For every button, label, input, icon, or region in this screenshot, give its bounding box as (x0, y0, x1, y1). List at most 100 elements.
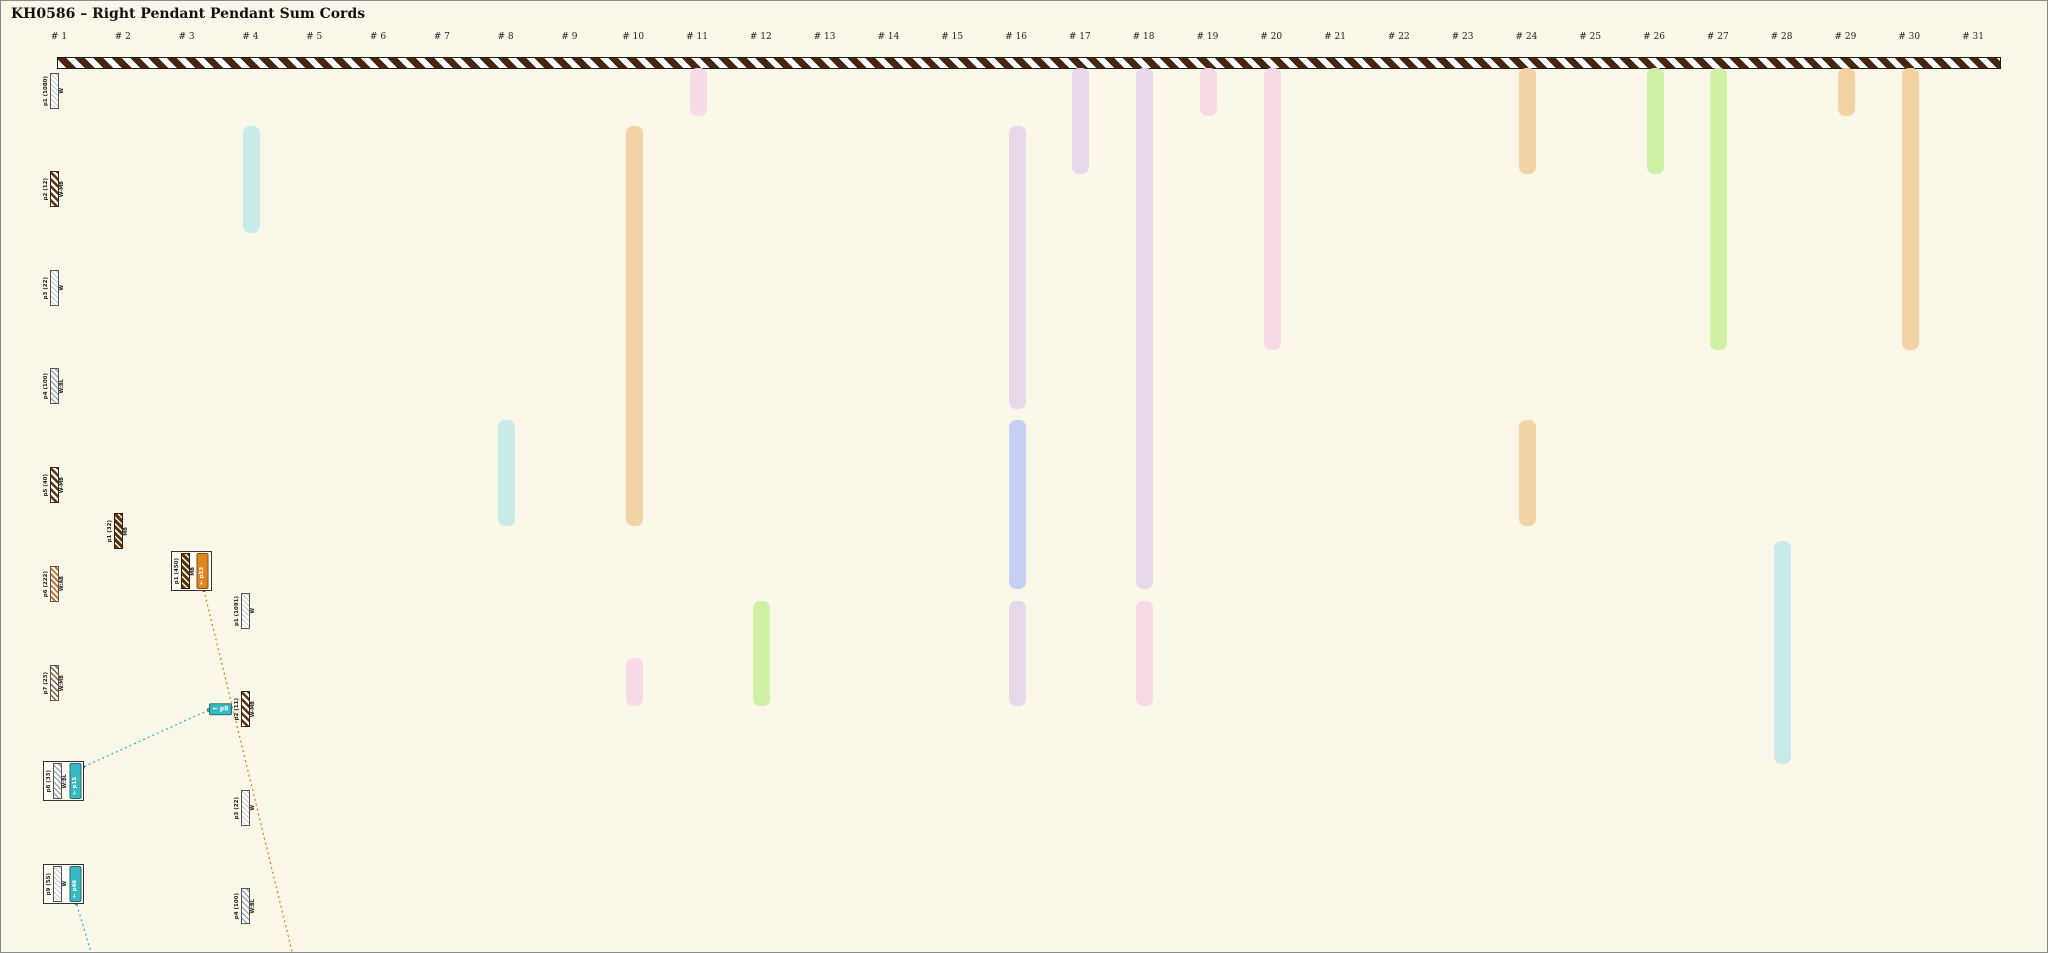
column-header: # 2 (114, 32, 131, 42)
column-header: # 7 (433, 32, 450, 42)
column-header: # 21 (1324, 32, 1346, 42)
cord-cell: p6 (222) W:AB (43, 564, 2047, 604)
column-header: # 9 (561, 32, 578, 42)
cord-bar (53, 763, 63, 799)
cord-color-code: W (250, 805, 257, 811)
sum-highlight-band (1646, 68, 1664, 174)
cord-label: p2 (12) (43, 177, 49, 201)
cord-bar (241, 691, 251, 727)
cord-label: p1 (450) (173, 557, 180, 585)
sum-highlight-band (625, 658, 643, 706)
cord-color-code: W-MB (59, 476, 66, 494)
sum-highlight-band (242, 126, 260, 233)
sum-highlight-band (1710, 68, 1728, 350)
cord-bar (241, 888, 251, 924)
sum-highlight-band (1901, 68, 1919, 350)
cord-cell: p1 (32) MB (106, 511, 2047, 551)
cord-label: p2 (11) (234, 697, 241, 721)
column-header: # 22 (1387, 32, 1410, 42)
cord-cell: p8 (33) W:BL ← p15 (43, 761, 2047, 801)
column-header: # 16 (1005, 32, 1027, 42)
sum-highlight-band (1008, 601, 1026, 706)
cord-color-code: W-MB (59, 180, 66, 198)
column-header: # 30 (1898, 32, 1921, 42)
cord-color-code: W (59, 285, 66, 291)
cord-label: p3 (22) (234, 796, 241, 820)
cord-cell: ← p8 p2 (11) W-MB (208, 689, 2047, 729)
sum-highlight-band (1774, 541, 1792, 764)
cord-color-code: W (59, 88, 66, 94)
column-header: # 19 (1196, 32, 1219, 42)
column-header: # 29 (1834, 32, 1857, 42)
column-header: # 4 (242, 32, 259, 42)
cord-color-code: W:BL (250, 898, 257, 914)
column-header: # 14 (877, 32, 900, 42)
cord-color-code: W:BL (62, 773, 69, 789)
cord-bar (50, 467, 60, 503)
sum-highlight-band (1837, 68, 1855, 116)
column-header: # 25 (1579, 32, 1602, 42)
sum-highlight-band (1008, 420, 1026, 589)
cord-label: p9 (55) (46, 872, 52, 896)
sum-highlight-band (753, 601, 771, 706)
column-header: # 17 (1068, 32, 1091, 42)
column-header: # 27 (1706, 32, 1729, 42)
cord-label: p1 (1091) (234, 595, 241, 626)
sum-marker: ← p8 (208, 703, 233, 715)
cord-label: p4 (100) (43, 372, 49, 400)
cord-label: p4 (100) (234, 892, 241, 920)
cord-cell: p1 (1091) W (234, 591, 2047, 631)
column-header: # 26 (1643, 32, 1665, 42)
column-header: # 15 (941, 32, 964, 42)
sum-highlight-band (1072, 68, 1090, 174)
column-header: # 20 (1260, 32, 1283, 42)
cord-bar (241, 593, 251, 629)
cord-color-code: W (62, 881, 69, 887)
cord-cell: p7 (23) W:MB (43, 663, 2047, 703)
sum-marker: ← p46 (69, 866, 82, 902)
link-line (82, 709, 210, 768)
sum-highlight-band (625, 126, 643, 526)
column-header: # 1 (50, 32, 68, 42)
sum-highlight-band (498, 420, 516, 526)
cord-label: p5 (40) (43, 473, 49, 497)
cord-label: p1 (1080) (43, 75, 49, 106)
cord-color-code: MB (189, 566, 196, 576)
cord-cell: p3 (22) W (43, 268, 2047, 308)
sum-highlight-band (1008, 126, 1026, 409)
cord-bar (241, 790, 251, 826)
column-header: # 11 (686, 32, 708, 42)
cord-label: p8 (33) (46, 769, 52, 793)
cord-label: p1 (32) (106, 519, 113, 543)
column-header: # 13 (813, 32, 836, 42)
cord-bar (50, 566, 60, 602)
column-header: # 3 (178, 32, 195, 42)
sum-highlight-band (1518, 420, 1536, 526)
cord-cell: p4 (100) W:BL (234, 886, 2047, 926)
page-title: KH0586 – Right Pendant Pendant Sum Cords (11, 6, 366, 22)
cord-bar (50, 171, 60, 207)
column-header: # 8 (497, 32, 514, 42)
column-header: # 23 (1451, 32, 1474, 42)
sum-marker: ← p15 (69, 763, 82, 799)
sum-highlight-band (689, 68, 707, 116)
cord-cell: p1 (1080) W (43, 71, 2047, 111)
sum-highlight-band (1518, 68, 1536, 174)
sum-highlight-band (1136, 68, 1154, 589)
cord-bar (50, 73, 60, 109)
cord-bar (180, 553, 190, 589)
column-header: # 31 (1962, 32, 1984, 42)
column-header: # 12 (749, 32, 772, 42)
cord-cell: p9 (55) W ← p46 (43, 864, 2047, 904)
cord-cell: p1 (450) MB ← p53 (170, 551, 2047, 591)
column-header: # 24 (1515, 32, 1538, 42)
cord-label: p6 (222) (43, 570, 49, 598)
cord-bar (50, 270, 60, 306)
cord-color-code: W:AB (59, 576, 66, 592)
sum-highlight-band (1199, 68, 1217, 116)
column-header: # 6 (369, 32, 387, 42)
cord-color-code: MB (122, 526, 129, 536)
cord-bar (113, 513, 123, 549)
sum-highlight-band (1136, 601, 1154, 706)
cord-bar (50, 368, 60, 404)
